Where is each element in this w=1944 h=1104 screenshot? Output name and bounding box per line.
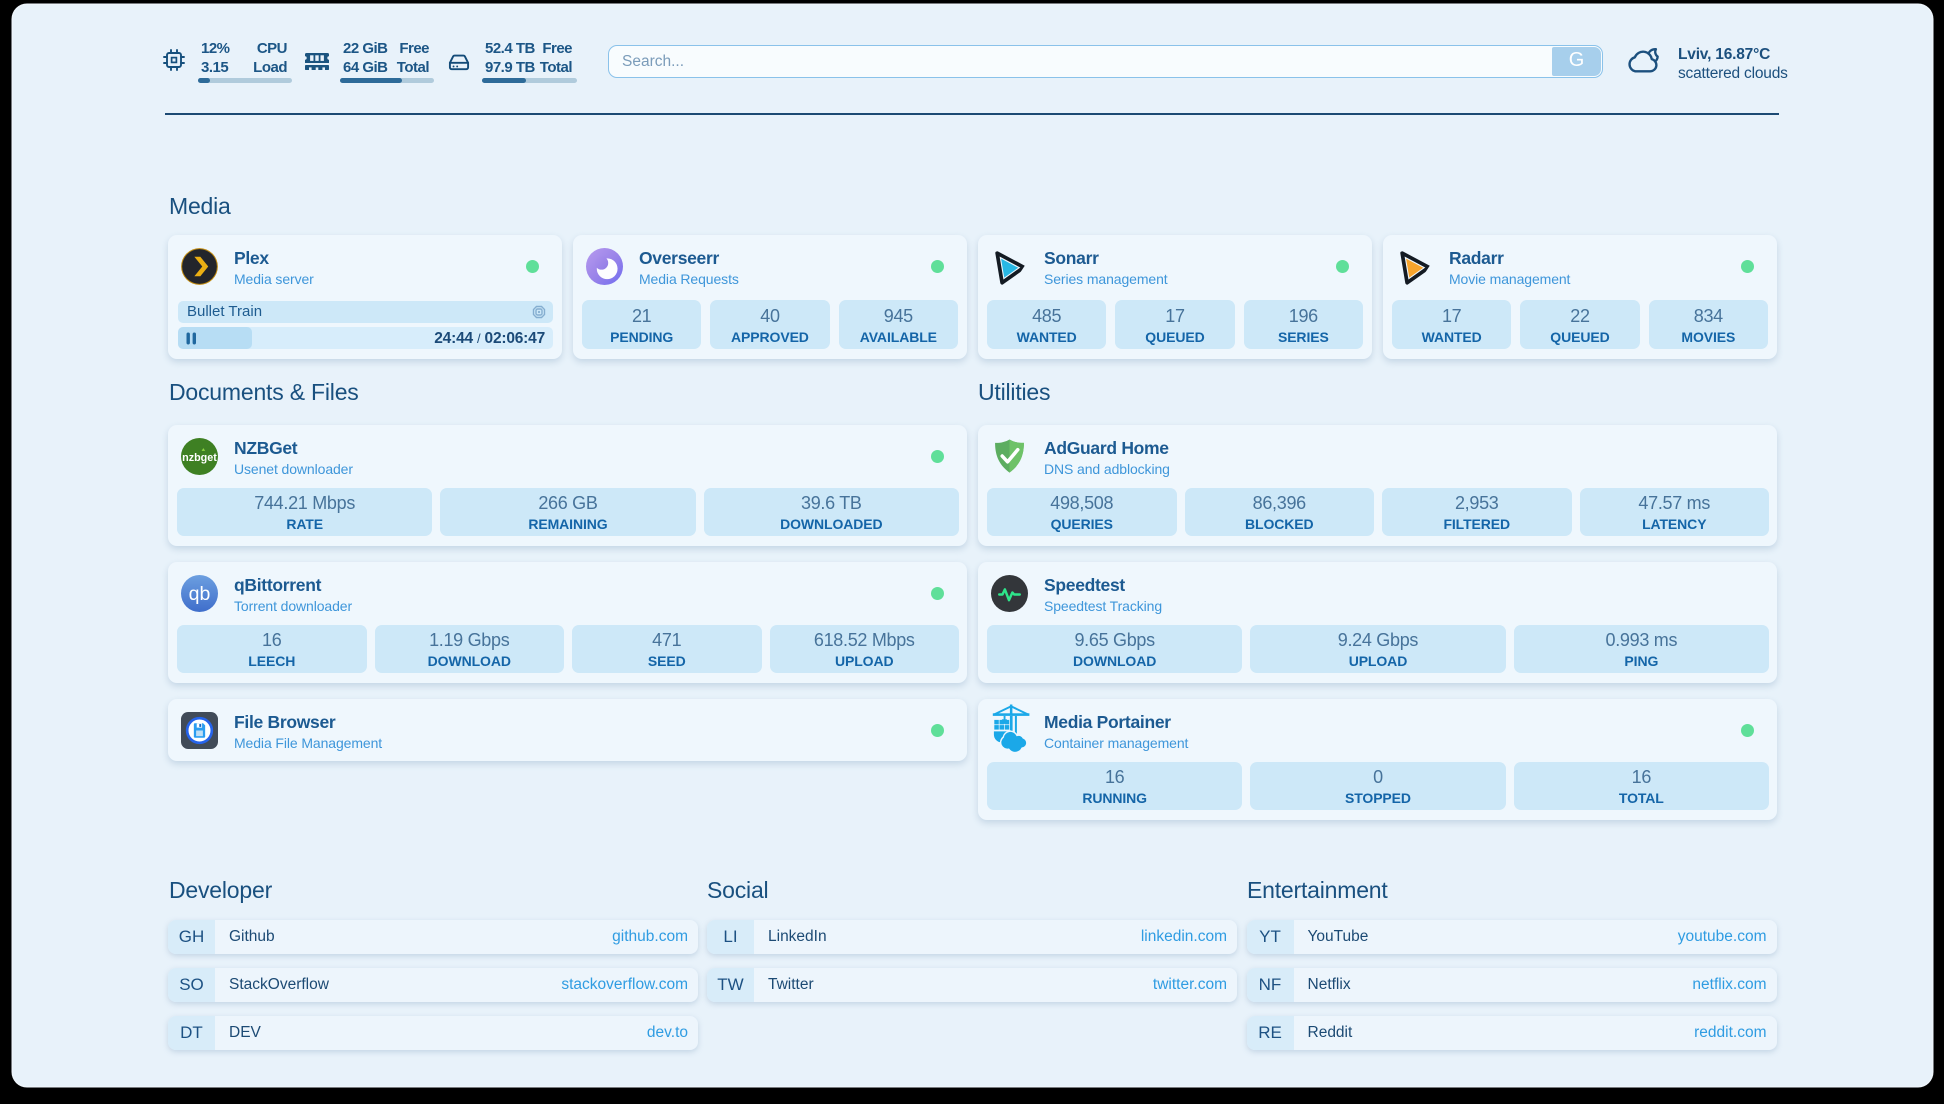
svg-text:qb: qb (189, 583, 211, 605)
svg-text:nzbget: nzbget (182, 452, 217, 464)
